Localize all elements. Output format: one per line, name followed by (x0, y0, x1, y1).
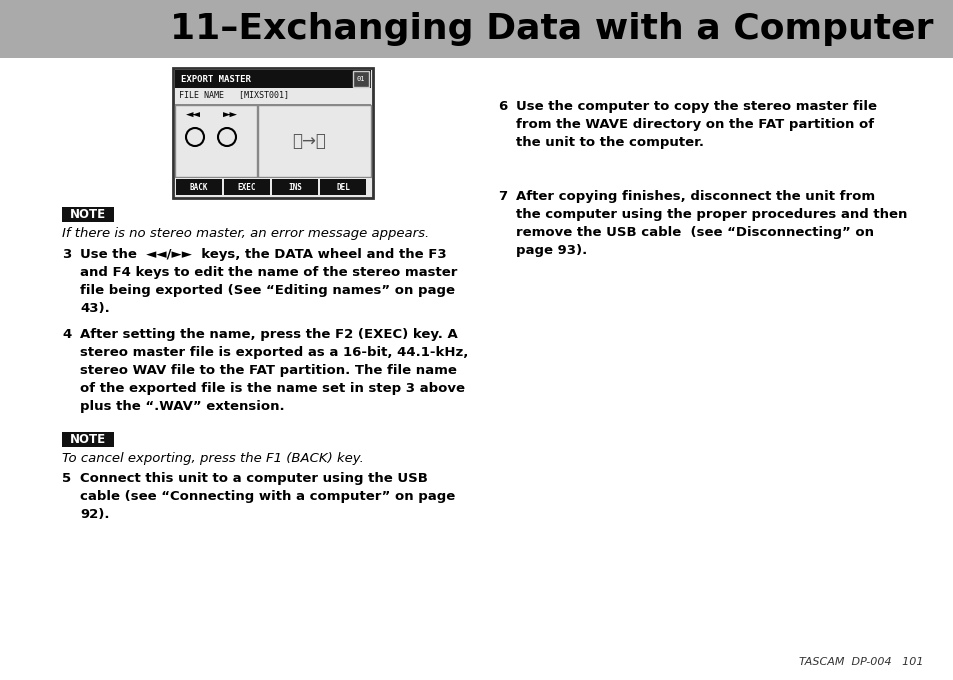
Text: 5: 5 (62, 472, 71, 485)
Text: 7: 7 (497, 190, 507, 203)
Bar (175, 179, 222, 195)
Bar (62, 207, 113, 222)
Text: INS: INS (288, 182, 301, 192)
Text: NOTE: NOTE (70, 208, 106, 221)
Bar (257, 105, 371, 177)
Bar (319, 179, 366, 195)
Text: If there is no stereo master, an error message appears.: If there is no stereo master, an error m… (62, 227, 429, 240)
Text: 4: 4 (62, 328, 71, 341)
Bar (0, 0, 953, 58)
Text: Connect this unit to a computer using the USB
cable (see “Connecting with a comp: Connect this unit to a computer using th… (80, 472, 455, 521)
Text: TASCAM  DP-004   101: TASCAM DP-004 101 (799, 657, 923, 667)
Bar (174, 104, 371, 105)
Text: After copying finishes, disconnect the unit from
the computer using the proper p: After copying finishes, disconnect the u… (516, 190, 906, 257)
Text: 11–Exchanging Data with a Computer: 11–Exchanging Data with a Computer (171, 12, 933, 46)
Text: ►►: ►► (222, 109, 237, 122)
Bar (256, 105, 257, 177)
Bar (172, 68, 373, 198)
Bar (224, 179, 270, 195)
Bar (272, 179, 317, 195)
Text: 6: 6 (497, 100, 507, 113)
Text: DEL: DEL (335, 182, 350, 192)
Text: Use the  ◄◄/►►  keys, the DATA wheel and the F3
and F4 keys to edit the name of : Use the ◄◄/►► keys, the DATA wheel and t… (80, 248, 456, 315)
Text: EXEC: EXEC (237, 182, 256, 192)
Bar (174, 105, 256, 177)
Text: 3: 3 (62, 248, 71, 261)
Bar (62, 432, 113, 447)
Text: Use the computer to copy the stereo master file
from the WAVE directory on the F: Use the computer to copy the stereo mast… (516, 100, 876, 149)
Text: ◄◄: ◄◄ (185, 109, 200, 122)
Bar (174, 178, 371, 196)
Text: FILE NAME   [MIXST001]: FILE NAME [MIXST001] (179, 90, 289, 99)
Text: NOTE: NOTE (70, 433, 106, 446)
Bar (174, 70, 371, 88)
Text: BACK: BACK (190, 182, 208, 192)
Text: ✊→⛮: ✊→⛮ (293, 132, 326, 150)
Text: To cancel exporting, press the F1 (BACK) key.: To cancel exporting, press the F1 (BACK)… (62, 452, 363, 465)
Text: After setting the name, press the F2 (EXEC) key. A
stereo master file is exporte: After setting the name, press the F2 (EX… (80, 328, 468, 413)
Text: 01: 01 (356, 76, 365, 82)
Bar (353, 71, 369, 87)
Text: EXPORT MASTER: EXPORT MASTER (181, 75, 251, 84)
